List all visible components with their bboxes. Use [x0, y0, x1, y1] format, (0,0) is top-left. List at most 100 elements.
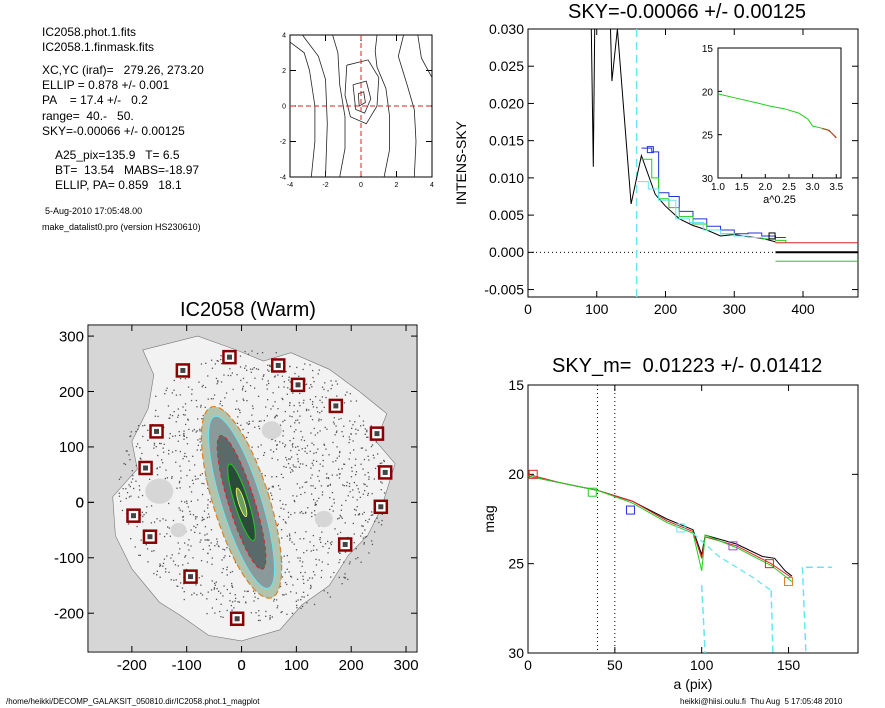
noise-dot	[289, 535, 291, 537]
noise-dot	[187, 418, 189, 420]
noise-dot	[251, 350, 253, 352]
noise-dot	[310, 550, 312, 552]
noise-dot	[171, 476, 173, 478]
noise-dot	[332, 441, 334, 444]
noise-dot	[130, 435, 132, 437]
mask-star	[147, 534, 153, 540]
noise-dot	[130, 481, 133, 483]
noise-dot	[304, 363, 306, 365]
noise-dot	[366, 485, 368, 487]
noise-dot	[266, 384, 268, 386]
noise-dot	[355, 509, 357, 511]
noise-dot	[306, 452, 308, 454]
noise-dot	[172, 435, 174, 437]
contour-xtick-label: 0	[359, 182, 363, 189]
noise-dot	[298, 422, 300, 424]
noise-dot	[306, 549, 308, 552]
mag-series-green	[527, 475, 793, 582]
noise-dot	[292, 443, 294, 445]
contour-ytick-label: -2	[280, 139, 286, 146]
noise-dot	[175, 461, 177, 463]
contour-ytick-label: 2	[282, 68, 286, 75]
noise-dot	[333, 502, 335, 504]
noise-dot	[196, 524, 199, 526]
noise-dot	[296, 578, 299, 580]
noise-dot	[360, 447, 362, 449]
noise-dot	[277, 459, 279, 461]
noise-dot	[246, 381, 248, 384]
noise-dot	[175, 421, 177, 423]
image-ytick-label: -200	[54, 605, 84, 622]
noise-dot	[159, 466, 161, 468]
noise-dot	[162, 565, 164, 567]
noise-dot	[263, 454, 265, 456]
noise-dot	[244, 390, 247, 392]
noise-dot	[292, 437, 295, 439]
sky-plot-ytick-label: 0.005	[489, 207, 524, 223]
noise-dot	[313, 510, 316, 512]
noise-dot	[309, 398, 311, 401]
noise-dot	[319, 463, 321, 465]
noise-dot	[175, 579, 177, 581]
noise-dot	[192, 557, 194, 559]
noise-dot	[338, 576, 340, 579]
noise-dot	[350, 433, 352, 435]
contour-ytick-label: 0	[282, 103, 286, 110]
noise-dot	[339, 451, 341, 454]
noise-dot	[155, 409, 157, 412]
noise-dot	[289, 404, 291, 407]
noise-dot	[258, 425, 260, 427]
noise-dot	[329, 497, 331, 499]
noise-dot	[311, 474, 313, 476]
noise-dot	[312, 534, 314, 537]
noise-dot	[189, 513, 192, 515]
noise-dot	[182, 519, 184, 521]
noise-dot	[301, 486, 304, 488]
noise-dot	[374, 520, 376, 522]
mask-star	[180, 367, 186, 373]
noise-dot	[286, 459, 288, 461]
noise-dot	[153, 521, 156, 523]
noise-dot	[343, 402, 346, 404]
mask-star	[154, 428, 160, 434]
noise-dot	[361, 513, 364, 515]
noise-dot	[371, 540, 373, 542]
noise-dot	[301, 436, 304, 438]
noise-dot	[343, 561, 345, 563]
noise-dot	[290, 576, 293, 578]
noise-dot	[343, 463, 345, 465]
noise-dot	[297, 458, 299, 460]
noise-dot	[341, 431, 343, 433]
noise-dot	[201, 594, 204, 596]
noise-dot	[360, 535, 362, 537]
noise-dot	[322, 454, 324, 456]
noise-dot	[153, 550, 155, 552]
mag-plot-frame	[527, 384, 859, 654]
noise-dot	[367, 494, 369, 496]
noise-dot	[378, 521, 380, 524]
noise-dot	[349, 491, 351, 493]
info-ellip: ELLIP = 0.878 +/- 0.001	[42, 78, 170, 92]
noise-dot	[331, 505, 333, 507]
noise-dot	[312, 376, 314, 379]
noise-dot	[347, 495, 349, 497]
noise-dot	[333, 417, 335, 419]
noise-dot	[167, 526, 169, 528]
noise-dot	[310, 467, 312, 469]
noise-dot	[207, 499, 209, 501]
noise-dot	[329, 508, 331, 511]
noise-dot	[316, 500, 318, 502]
noise-dot	[189, 510, 191, 513]
noise-dot	[254, 387, 256, 389]
noise-dot	[229, 592, 231, 594]
noise-dot	[259, 619, 261, 622]
noise-dot	[335, 460, 337, 462]
noise-dot	[264, 475, 266, 477]
noise-dot	[220, 592, 222, 594]
noise-dot	[287, 463, 290, 465]
noise-dot	[229, 571, 232, 574]
noise-dot	[366, 436, 368, 438]
noise-dot	[339, 552, 341, 554]
mask-star	[342, 541, 348, 547]
noise-dot	[383, 460, 385, 463]
